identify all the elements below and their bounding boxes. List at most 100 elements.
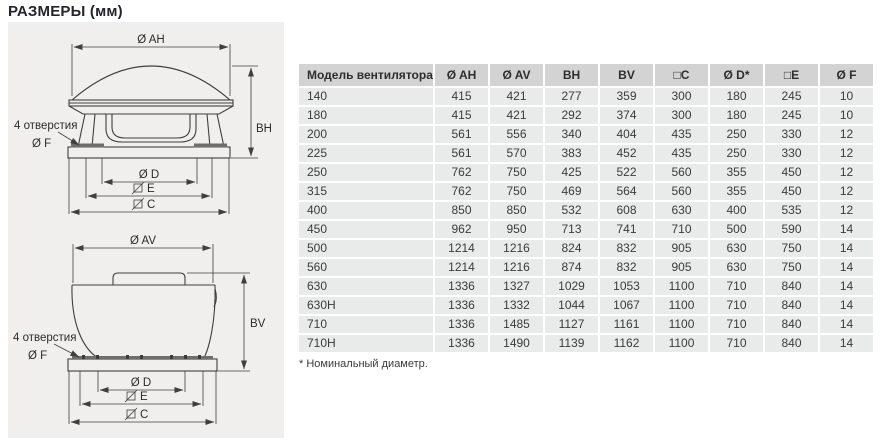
cell-bh: 469 xyxy=(545,183,598,200)
cell-av: 1216 xyxy=(490,259,543,276)
cell-c: 905 xyxy=(655,259,708,276)
inlet-bell-outer xyxy=(105,114,197,143)
cell-ah: 850 xyxy=(435,202,488,219)
dim-label-ah: Ø AH xyxy=(137,34,164,46)
holes-diameter-label: Ø F xyxy=(28,350,47,362)
cell-bv: 452 xyxy=(600,145,653,162)
callout-arrow xyxy=(53,343,80,358)
cell-bh: 1029 xyxy=(545,278,598,295)
cell-c: 1100 xyxy=(655,335,708,352)
dim-label-c: C xyxy=(140,409,148,421)
column-header-bh: BH xyxy=(545,64,598,86)
fan-top-cap xyxy=(112,272,186,285)
square-dim-icon xyxy=(124,407,138,421)
cell-d: 355 xyxy=(710,164,763,181)
cell-model: 400 xyxy=(299,202,433,219)
cell-f: 14 xyxy=(820,259,873,276)
cell-bh: 824 xyxy=(545,240,598,257)
cell-bv: 1161 xyxy=(600,316,653,333)
cell-d: 180 xyxy=(710,107,763,124)
cell-f: 12 xyxy=(820,202,873,219)
cell-c: 1100 xyxy=(655,297,708,314)
cell-e: 840 xyxy=(765,278,818,295)
column-header-e: □E xyxy=(765,64,818,86)
column-header-c: □C xyxy=(655,64,708,86)
cell-c: 710 xyxy=(655,221,708,238)
cell-c: 1100 xyxy=(655,316,708,333)
cell-e: 330 xyxy=(765,145,818,162)
cell-bv: 522 xyxy=(600,164,653,181)
cell-ah: 762 xyxy=(435,183,488,200)
cell-bh: 1139 xyxy=(545,335,598,352)
holes-diameter-label: Ø F xyxy=(32,138,51,150)
cell-bv: 1067 xyxy=(600,297,653,314)
cell-d: 710 xyxy=(710,297,763,314)
cell-av: 1490 xyxy=(490,335,543,352)
fan-body-right xyxy=(203,284,216,359)
cell-bh: 874 xyxy=(545,259,598,276)
cell-av: 1485 xyxy=(490,316,543,333)
cell-model: 630H xyxy=(299,297,433,314)
table-row: 225 561 570 383 452 435 250 330 12 xyxy=(299,145,873,162)
cell-c: 560 xyxy=(655,183,708,200)
base-plate xyxy=(67,358,218,372)
inlet-bell-inner xyxy=(111,114,191,139)
cell-ah: 1336 xyxy=(435,335,488,352)
cell-e: 840 xyxy=(765,297,818,314)
cell-av: 556 xyxy=(490,126,543,143)
cell-d: 180 xyxy=(710,88,763,105)
cell-e: 450 xyxy=(765,164,818,181)
cell-av: 850 xyxy=(490,202,543,219)
cell-e: 840 xyxy=(765,316,818,333)
cell-e: 535 xyxy=(765,202,818,219)
cell-d: 630 xyxy=(710,240,763,257)
cell-e: 450 xyxy=(765,183,818,200)
fan-vertical-discharge-diagram: Ø AV BV xyxy=(13,235,266,425)
table-row: 200 561 556 340 404 435 250 330 12 xyxy=(299,126,873,143)
cell-f: 14 xyxy=(820,240,873,257)
mounting-flange-right xyxy=(194,143,227,148)
cell-c: 905 xyxy=(655,240,708,257)
cell-f: 14 xyxy=(820,335,873,352)
cell-av: 750 xyxy=(490,183,543,200)
cell-ah: 415 xyxy=(435,107,488,124)
cell-e: 245 xyxy=(765,107,818,124)
cell-model: 710H xyxy=(299,335,433,352)
cell-ah: 762 xyxy=(435,164,488,181)
cell-c: 435 xyxy=(655,145,708,162)
cell-ah: 1214 xyxy=(435,259,488,276)
dim-label-d: Ø D xyxy=(139,169,159,181)
cell-model: 250 xyxy=(299,164,433,181)
cell-bv: 832 xyxy=(600,240,653,257)
cell-f: 12 xyxy=(820,164,873,181)
cell-d: 250 xyxy=(710,145,763,162)
cell-c: 1100 xyxy=(655,278,708,295)
dim-label-bv: BV xyxy=(250,318,266,330)
mounting-holes xyxy=(82,355,201,359)
table-row: 315 762 750 469 564 560 355 450 12 xyxy=(299,183,873,200)
cell-f: 10 xyxy=(820,107,873,124)
table-row: 710 1336 1485 1127 1161 1100 710 840 14 xyxy=(299,316,873,333)
extension-lines xyxy=(68,371,217,424)
cell-bh: 292 xyxy=(545,107,598,124)
table-row: 250 762 750 425 522 560 355 450 12 xyxy=(299,164,873,181)
table-row: 560 1214 1216 874 832 905 630 750 14 xyxy=(299,259,873,276)
fan-dimension-drawing: Ø AH BH Ø D xyxy=(13,34,272,425)
cell-ah: 561 xyxy=(435,126,488,143)
cell-model: 500 xyxy=(299,240,433,257)
cell-c: 435 xyxy=(655,126,708,143)
column-header-d: Ø D* xyxy=(710,64,763,86)
table-row: 630 1336 1327 1029 1053 1100 710 840 14 xyxy=(299,278,873,295)
cell-model: 710 xyxy=(299,316,433,333)
cell-model: 560 xyxy=(299,259,433,276)
table-row: 140 415 421 277 359 300 180 245 10 xyxy=(299,88,873,105)
cell-av: 1216 xyxy=(490,240,543,257)
cell-ah: 561 xyxy=(435,145,488,162)
cell-av: 421 xyxy=(490,107,543,124)
cell-bh: 1044 xyxy=(545,297,598,314)
column-header-f: Ø F xyxy=(820,64,873,86)
callout-arrow xyxy=(57,131,80,146)
cell-model: 180 xyxy=(299,107,433,124)
cell-e: 245 xyxy=(765,88,818,105)
table-row: 400 850 850 532 608 630 400 535 12 xyxy=(299,202,873,219)
